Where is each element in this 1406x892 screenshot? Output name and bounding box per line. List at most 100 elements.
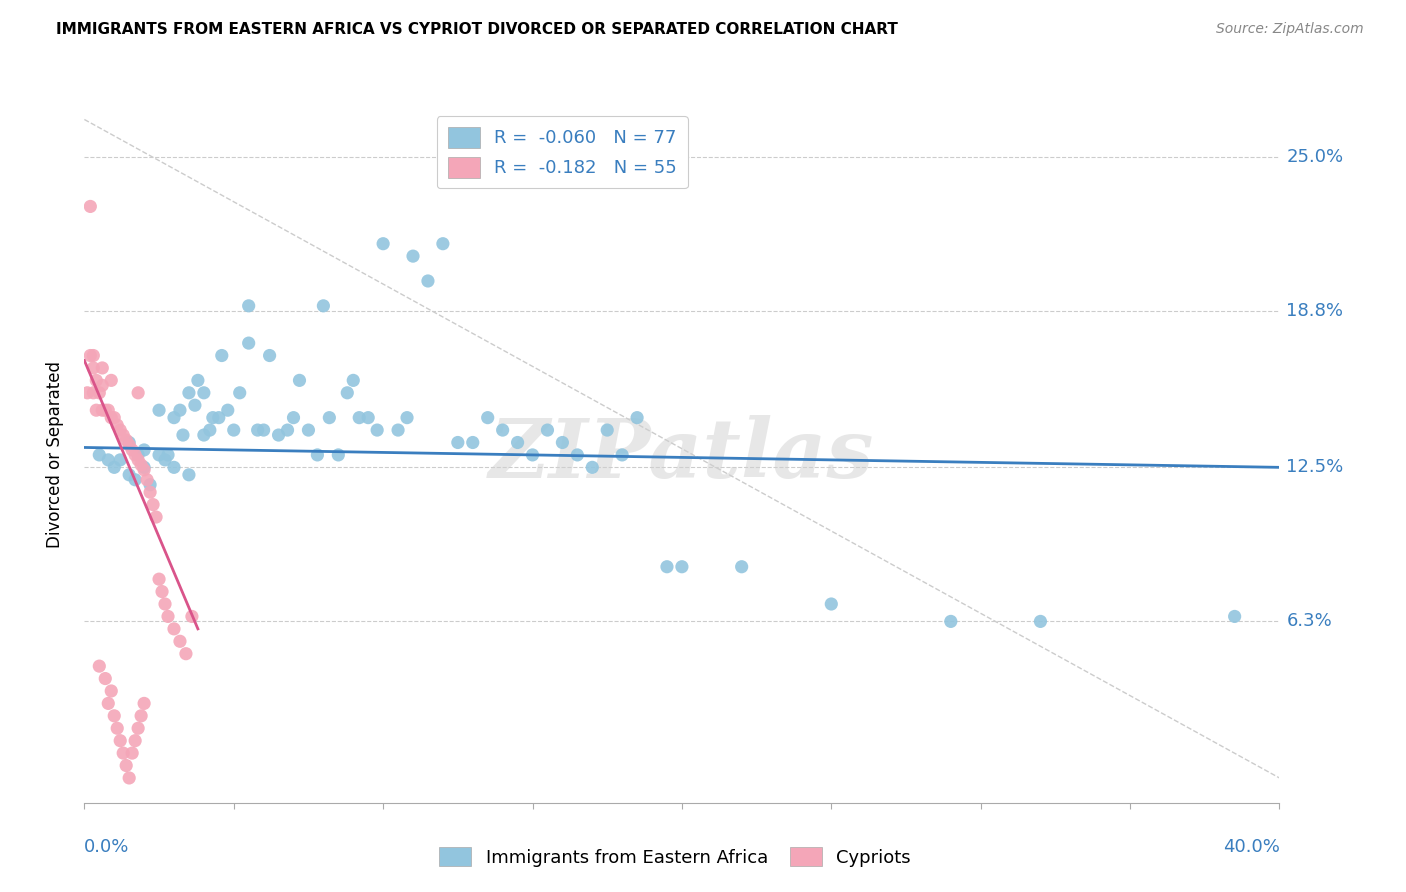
Point <box>371 236 394 251</box>
Point <box>86 403 108 417</box>
Point <box>110 453 132 467</box>
Point <box>86 373 108 387</box>
Point <box>169 403 191 417</box>
Text: 18.8%: 18.8% <box>1286 301 1344 320</box>
Text: 12.5%: 12.5% <box>1286 458 1344 476</box>
Point <box>110 733 132 747</box>
Point <box>169 634 191 648</box>
Point <box>124 473 146 487</box>
Point <box>129 458 152 472</box>
Point <box>201 410 224 425</box>
Text: 40.0%: 40.0% <box>1223 838 1279 856</box>
Point <box>100 373 122 387</box>
Point <box>89 385 111 400</box>
Point <box>150 584 173 599</box>
Point <box>129 708 152 723</box>
Point <box>103 410 125 425</box>
Point <box>671 559 693 574</box>
Point <box>124 733 146 747</box>
Point <box>91 361 114 376</box>
Point <box>103 708 125 723</box>
Point <box>82 349 104 363</box>
Point <box>89 448 111 462</box>
Point <box>820 597 842 611</box>
Point <box>105 418 128 433</box>
Point <box>276 423 298 437</box>
Point <box>187 373 209 387</box>
Point <box>939 615 962 629</box>
Point <box>132 463 156 477</box>
Point <box>297 423 319 437</box>
Point <box>193 385 215 400</box>
Text: IMMIGRANTS FROM EASTERN AFRICA VS CYPRIOT DIVORCED OR SEPARATED CORRELATION CHAR: IMMIGRANTS FROM EASTERN AFRICA VS CYPRIO… <box>56 22 898 37</box>
Point <box>222 423 245 437</box>
Point <box>349 410 371 425</box>
Point <box>387 423 409 437</box>
Point <box>132 442 156 457</box>
Point <box>492 423 515 437</box>
Point <box>142 498 165 512</box>
Text: 0.0%: 0.0% <box>84 838 129 856</box>
Point <box>82 385 104 400</box>
Point <box>1029 615 1052 629</box>
Point <box>115 433 138 447</box>
Point <box>731 559 754 574</box>
Point <box>97 403 120 417</box>
Point <box>283 410 305 425</box>
Point <box>82 361 104 376</box>
Point <box>477 410 499 425</box>
Point <box>461 435 484 450</box>
Point <box>396 410 419 425</box>
Point <box>89 659 111 673</box>
Point <box>217 403 239 417</box>
Point <box>174 647 197 661</box>
Point <box>208 410 231 425</box>
Point <box>103 460 125 475</box>
Point <box>259 349 281 363</box>
Point <box>522 448 544 462</box>
Point <box>139 477 162 491</box>
Point <box>112 428 135 442</box>
Point <box>506 435 529 450</box>
Point <box>626 410 648 425</box>
Point <box>551 435 574 450</box>
Point <box>253 423 276 437</box>
Point <box>91 403 114 417</box>
Point <box>342 373 364 387</box>
Legend: R =  -0.060   N = 77, R =  -0.182   N = 55: R = -0.060 N = 77, R = -0.182 N = 55 <box>437 116 688 188</box>
Legend: Immigrants from Eastern Africa, Cypriots: Immigrants from Eastern Africa, Cypriots <box>432 840 918 874</box>
Point <box>610 448 633 462</box>
Point <box>94 403 117 417</box>
Point <box>228 385 252 400</box>
Point <box>318 410 340 425</box>
Point <box>238 336 260 351</box>
Point <box>132 460 156 475</box>
Point <box>536 423 558 437</box>
Point <box>132 697 156 711</box>
Point <box>157 609 180 624</box>
Point <box>357 410 380 425</box>
Point <box>211 349 233 363</box>
Point <box>145 510 167 524</box>
Point <box>124 448 146 462</box>
Text: ZIPatlas: ZIPatlas <box>489 415 875 495</box>
Point <box>148 572 170 586</box>
Point <box>136 473 159 487</box>
Point <box>110 423 132 437</box>
Point <box>121 746 143 760</box>
Point <box>127 721 149 735</box>
Point <box>655 559 678 574</box>
Point <box>148 448 170 462</box>
Text: 6.3%: 6.3% <box>1286 613 1333 631</box>
Point <box>1223 609 1246 624</box>
Point <box>180 609 202 624</box>
Point <box>118 435 141 450</box>
Point <box>127 453 149 467</box>
Point <box>105 721 128 735</box>
Point <box>76 385 98 400</box>
Point <box>153 597 176 611</box>
Point <box>157 448 180 462</box>
Point <box>193 428 215 442</box>
Point <box>267 428 290 442</box>
Point <box>567 448 589 462</box>
